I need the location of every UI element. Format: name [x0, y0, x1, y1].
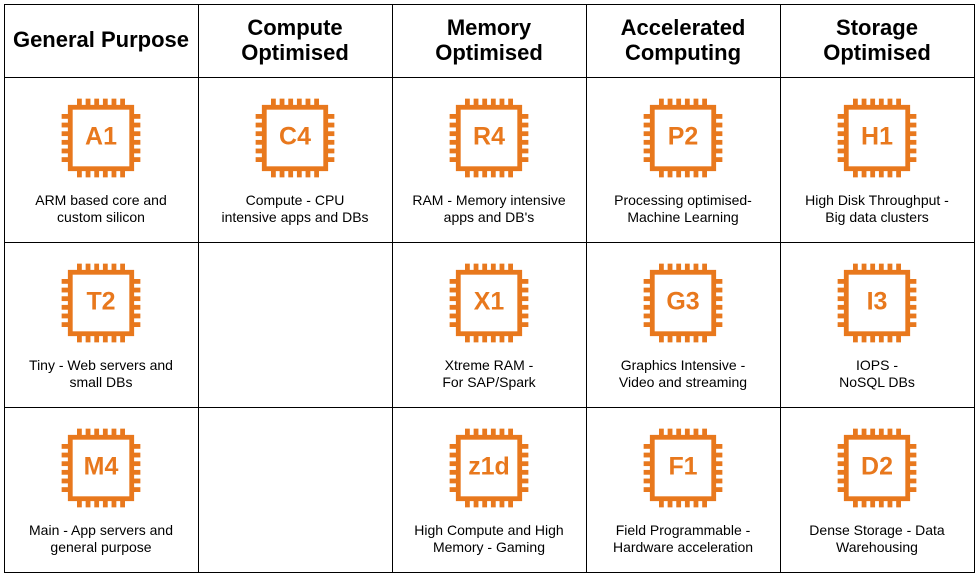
cell-caption: Xtreme RAM - For SAP/Spark: [438, 357, 539, 391]
svg-text:G3: G3: [666, 288, 699, 316]
col-header-label: General Purpose: [13, 27, 189, 52]
cell-caption: RAM - Memory intensive apps and DB's: [408, 192, 569, 226]
col-header-label: Compute Optimised: [205, 15, 386, 66]
cell-caption: Compute - CPU intensive apps and DBs: [217, 192, 372, 226]
svg-text:I3: I3: [867, 288, 888, 316]
cell-r4: R4 RAM - Memory intensive apps and DB's: [392, 77, 587, 243]
cell-caption: Processing optimised- Machine Learning: [610, 192, 756, 226]
col-header-storage: Storage Optimised: [780, 4, 975, 79]
cell-h1: H1 High Disk Throughput - Big data clust…: [780, 77, 975, 243]
svg-text:R4: R4: [473, 123, 505, 151]
svg-text:F1: F1: [668, 453, 697, 481]
cell-d2: D2 Dense Storage - Data Warehousing: [780, 407, 975, 573]
chip-icon: A1: [53, 90, 149, 186]
chip-icon: P2: [635, 90, 731, 186]
cell-caption: Field Programmable - Hardware accelerati…: [609, 522, 757, 556]
cell-f1: F1 Field Programmable - Hardware acceler…: [586, 407, 781, 573]
cell-caption: Dense Storage - Data Warehousing: [805, 522, 948, 556]
chip-icon: z1d: [441, 420, 537, 516]
svg-text:P2: P2: [668, 123, 699, 151]
chip-icon: T2: [53, 255, 149, 351]
svg-text:H1: H1: [861, 123, 893, 151]
svg-text:M4: M4: [84, 453, 119, 481]
svg-text:C4: C4: [279, 123, 311, 151]
chip-icon: R4: [441, 90, 537, 186]
cell-caption: IOPS - NoSQL DBs: [835, 357, 919, 391]
cell-caption: ARM based core and custom silicon: [31, 192, 171, 226]
instance-type-grid: General Purpose Compute Optimised Memory…: [4, 4, 974, 573]
cell-empty: [198, 407, 393, 573]
cell-caption: Tiny - Web servers and small DBs: [25, 357, 177, 391]
chip-icon: X1: [441, 255, 537, 351]
svg-text:A1: A1: [85, 123, 117, 151]
col-header-label: Accelerated Computing: [593, 15, 774, 66]
svg-text:z1d: z1d: [468, 453, 510, 481]
cell-caption: High Disk Throughput - Big data clusters: [801, 192, 953, 226]
cell-i3: I3 IOPS - NoSQL DBs: [780, 242, 975, 408]
cell-g3: G3 Graphics Intensive - Video and stream…: [586, 242, 781, 408]
svg-text:X1: X1: [474, 288, 505, 316]
chip-icon: H1: [829, 90, 925, 186]
cell-x1: X1 Xtreme RAM - For SAP/Spark: [392, 242, 587, 408]
chip-icon: M4: [53, 420, 149, 516]
cell-a1: A1 ARM based core and custom silicon: [4, 77, 199, 243]
col-header-compute: Compute Optimised: [198, 4, 393, 79]
col-header-label: Storage Optimised: [787, 15, 968, 66]
col-header-general: General Purpose: [4, 4, 199, 79]
cell-caption: Main - App servers and general purpose: [25, 522, 177, 556]
col-header-memory: Memory Optimised: [392, 4, 587, 79]
chip-icon: C4: [247, 90, 343, 186]
col-header-accelerated: Accelerated Computing: [586, 4, 781, 79]
cell-m4: M4 Main - App servers and general purpos…: [4, 407, 199, 573]
chip-icon: D2: [829, 420, 925, 516]
chip-icon: I3: [829, 255, 925, 351]
cell-caption: Graphics Intensive - Video and streaming: [615, 357, 751, 391]
svg-text:D2: D2: [861, 453, 893, 481]
cell-t2: T2 Tiny - Web servers and small DBs: [4, 242, 199, 408]
chip-icon: G3: [635, 255, 731, 351]
col-header-label: Memory Optimised: [399, 15, 580, 66]
cell-c4: C4 Compute - CPU intensive apps and DBs: [198, 77, 393, 243]
cell-caption: High Compute and High Memory - Gaming: [410, 522, 567, 556]
cell-empty: [198, 242, 393, 408]
chip-icon: F1: [635, 420, 731, 516]
svg-text:T2: T2: [86, 288, 115, 316]
cell-z1d: z1d High Compute and High Memory - Gamin…: [392, 407, 587, 573]
cell-p2: P2 Processing optimised- Machine Learnin…: [586, 77, 781, 243]
